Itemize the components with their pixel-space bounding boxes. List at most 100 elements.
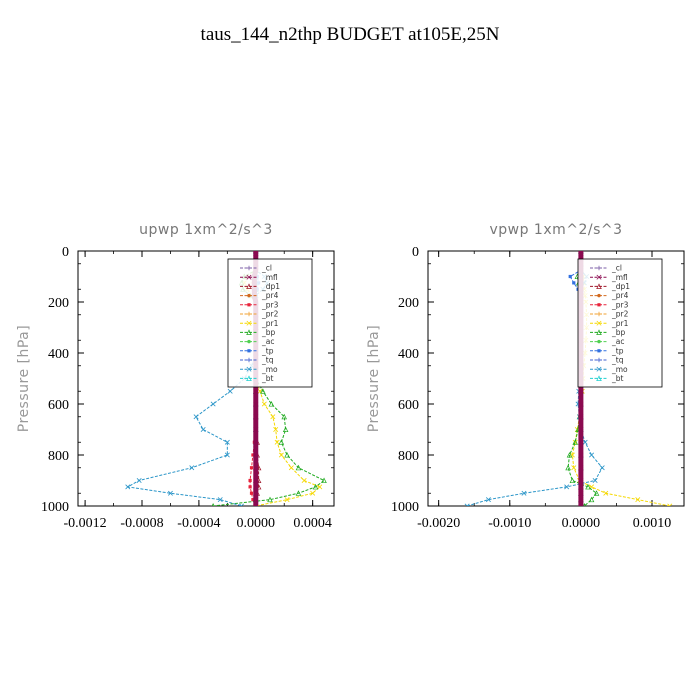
series-point-mo [592,478,598,483]
x-tick-label: -0.0020 [417,516,460,531]
series-point-mfl [580,251,584,254]
series-point-mo [193,414,199,420]
x-tick-label: 0.0000 [237,516,276,531]
x-tick-label: 0.0000 [562,516,601,531]
legend-label: _dp1 [261,282,280,291]
legend-marker [596,320,602,326]
legend-marker [596,329,602,335]
series-point-mo [210,401,216,407]
legend-label: _mfl [611,273,628,282]
y-tick-label: 600 [48,398,69,413]
legend-label: _pr4 [611,291,629,300]
legend-marker [246,283,252,289]
series-point-mfl [253,484,259,490]
series-point-bp [588,496,595,503]
series-point-pr1 [569,452,575,458]
series-point-mo [589,452,595,458]
y-axis-label: Pressure [hPa] [16,325,32,432]
series-point-mfl [578,465,584,471]
series-point-pr1 [317,484,323,490]
series-point-pr3 [251,453,255,457]
series-point-pr3 [249,466,254,470]
legend-marker [596,366,602,372]
series-point-mfl [253,478,259,483]
x-tick-label: -0.0008 [120,516,163,531]
chart-panel-vpwp: vpwp 1xm^2/s^3 Pressure [hPa] 0 200 400 600 80… [366,222,685,531]
legend-label: _pr2 [261,310,279,319]
series-point-mfl [253,452,259,458]
series-point-mo [466,503,470,506]
series-point-pr1 [301,478,307,483]
x-tick-label: -0.0004 [177,516,220,531]
series-point-bp [585,483,591,490]
series-point-pr1 [274,439,280,445]
legend-label: _cl [261,264,272,273]
series-point-mfl [578,490,584,496]
series-point-pr1 [261,401,267,407]
legend-label: _mo [261,365,278,374]
legend-label: _tp [611,346,624,355]
series-point-mfl [578,484,584,490]
series-point-mfl [253,251,257,254]
series-point-mfl [578,452,584,458]
y-tick-label: 800 [48,449,69,464]
x-tick-label: 0.0010 [633,516,672,531]
legend-marker [247,349,251,353]
x-tick-label: -0.0010 [488,516,531,531]
series-point-bp [278,439,285,445]
legend-label: _bp [611,328,626,337]
panel-title: vpwp 1xm^2/s^3 [489,222,622,238]
series-point-pr1 [571,465,577,471]
plot-frame [77,250,335,507]
legend-marker [246,320,252,326]
legend-marker [247,293,251,298]
series-point-bp [284,452,290,458]
series-point-pr1 [669,503,673,506]
legend-marker [247,339,251,344]
series-point-mfl [578,427,584,432]
series-point-mo [217,497,223,503]
series-point-mo [167,490,173,496]
series-point-bp [268,401,275,407]
y-tick-label: 200 [398,296,419,311]
series-point-pr1 [284,497,290,503]
series-point-mo [582,439,588,445]
series-point-pr1 [278,452,284,458]
legend-marker [597,303,601,307]
series-point-mfl [255,503,259,506]
legend: _cl_mfl_dp1_pr4_pr3_pr2_pr1_bp_ac_tp_tq_… [227,258,313,388]
x-tick-label: 0.0004 [293,516,332,531]
series-point-bp [260,388,266,394]
y-tick-label: 1000 [41,500,69,515]
series-point-mfl [253,490,259,496]
series-point-bp [281,413,287,420]
legend-marker [247,303,251,307]
legend-label: _tp [261,346,274,355]
legend-label: _cl [611,264,622,273]
series-point-mo [599,465,605,471]
legend-marker [246,375,252,381]
series-point-bp [267,496,273,503]
series-point-bp [295,490,302,496]
series-point-mfl [578,388,584,394]
legend-label: _mo [611,365,628,374]
panel-title: upwp 1xm^2/s^3 [139,222,273,238]
series-point-mo [464,503,468,506]
legend-marker [597,339,601,344]
legend-label: _bp [261,328,276,337]
series-point-mfl [578,478,584,483]
series-point-tp [572,281,576,285]
legend-label: _ac [611,337,624,346]
legend-label: _pr3 [611,300,629,309]
series-point-mfl [253,388,259,394]
series-point-mo [224,439,230,445]
series-point-mfl [253,427,259,432]
series-point-mfl [578,497,584,503]
series-point-bp [593,490,600,496]
y-tick-label: 0 [62,245,69,260]
legend-label: _pr4 [261,291,279,300]
series-point-bp [569,477,576,484]
legend-marker [597,293,601,298]
